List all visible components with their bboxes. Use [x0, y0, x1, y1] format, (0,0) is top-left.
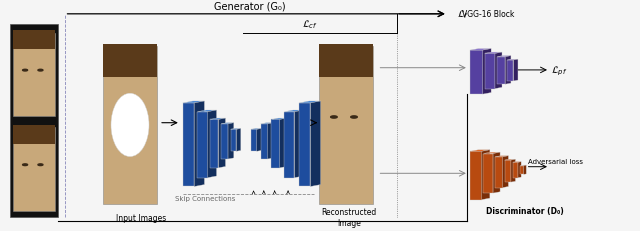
- Polygon shape: [230, 130, 236, 152]
- Polygon shape: [221, 124, 228, 159]
- Polygon shape: [228, 123, 234, 159]
- Bar: [103, 46, 157, 204]
- Polygon shape: [271, 120, 280, 168]
- Circle shape: [115, 116, 122, 119]
- Circle shape: [135, 116, 141, 119]
- Polygon shape: [197, 111, 216, 112]
- Polygon shape: [513, 60, 518, 82]
- Circle shape: [351, 116, 357, 119]
- Polygon shape: [483, 152, 500, 154]
- Polygon shape: [182, 102, 204, 103]
- Polygon shape: [210, 120, 218, 168]
- Polygon shape: [218, 119, 225, 168]
- Bar: [13, 31, 55, 50]
- Bar: [103, 44, 157, 78]
- Polygon shape: [310, 102, 321, 187]
- Polygon shape: [194, 102, 204, 187]
- Polygon shape: [518, 162, 521, 178]
- Text: Adversarial loss: Adversarial loss: [527, 158, 582, 164]
- Text: Input Images: Input Images: [116, 213, 166, 222]
- Polygon shape: [493, 152, 500, 193]
- Text: Generator (G₀): Generator (G₀): [214, 2, 285, 12]
- Ellipse shape: [111, 94, 149, 157]
- Polygon shape: [182, 103, 194, 187]
- Polygon shape: [280, 119, 287, 168]
- Bar: [10, 25, 58, 217]
- Polygon shape: [299, 103, 310, 187]
- Polygon shape: [511, 160, 515, 182]
- Circle shape: [22, 70, 28, 72]
- Polygon shape: [230, 129, 241, 130]
- Polygon shape: [497, 58, 505, 85]
- Polygon shape: [268, 123, 273, 159]
- Polygon shape: [484, 54, 495, 89]
- Polygon shape: [502, 156, 508, 188]
- Polygon shape: [271, 119, 287, 120]
- Polygon shape: [251, 129, 261, 130]
- Polygon shape: [470, 150, 490, 152]
- Circle shape: [331, 116, 337, 119]
- Polygon shape: [299, 102, 321, 103]
- Bar: [13, 33, 55, 117]
- Polygon shape: [524, 165, 526, 175]
- Text: Reconstructed
Image: Reconstructed Image: [321, 207, 376, 227]
- Polygon shape: [481, 150, 490, 200]
- Polygon shape: [513, 162, 521, 163]
- Bar: [319, 44, 373, 78]
- Polygon shape: [251, 130, 257, 152]
- Polygon shape: [294, 111, 303, 178]
- Polygon shape: [497, 56, 511, 58]
- Polygon shape: [236, 129, 241, 152]
- Polygon shape: [221, 123, 234, 124]
- Polygon shape: [260, 123, 273, 124]
- Polygon shape: [520, 166, 524, 175]
- Text: VGG-16 Block: VGG-16 Block: [462, 10, 514, 19]
- Polygon shape: [520, 165, 526, 166]
- Polygon shape: [505, 56, 511, 85]
- Polygon shape: [470, 152, 481, 200]
- Polygon shape: [284, 112, 294, 178]
- Polygon shape: [507, 60, 518, 61]
- Text: $\mathcal{L}_{cf}$: $\mathcal{L}_{cf}$: [303, 18, 318, 31]
- Polygon shape: [483, 154, 493, 193]
- Polygon shape: [483, 49, 491, 95]
- Polygon shape: [257, 129, 261, 152]
- Text: Discriminator (D₀): Discriminator (D₀): [486, 207, 564, 215]
- Polygon shape: [284, 111, 303, 112]
- Polygon shape: [197, 112, 207, 178]
- Text: Skip Connections: Skip Connections: [175, 195, 236, 201]
- Circle shape: [22, 164, 28, 166]
- Bar: [13, 128, 55, 211]
- Circle shape: [38, 164, 43, 166]
- Polygon shape: [260, 124, 268, 159]
- Polygon shape: [470, 51, 483, 95]
- Polygon shape: [484, 53, 502, 54]
- Bar: [319, 46, 373, 204]
- Polygon shape: [513, 163, 518, 178]
- Polygon shape: [495, 156, 508, 157]
- Polygon shape: [504, 160, 511, 182]
- Polygon shape: [507, 61, 513, 82]
- Text: $\mathcal{L}_{f}$: $\mathcal{L}_{f}$: [458, 8, 469, 21]
- Polygon shape: [210, 119, 225, 120]
- Bar: [13, 125, 55, 144]
- Polygon shape: [495, 157, 502, 188]
- Polygon shape: [470, 49, 491, 51]
- Polygon shape: [495, 53, 502, 89]
- Text: $\mathcal{L}_{pf}$: $\mathcal{L}_{pf}$: [551, 64, 568, 77]
- Polygon shape: [207, 111, 216, 178]
- Circle shape: [38, 70, 43, 72]
